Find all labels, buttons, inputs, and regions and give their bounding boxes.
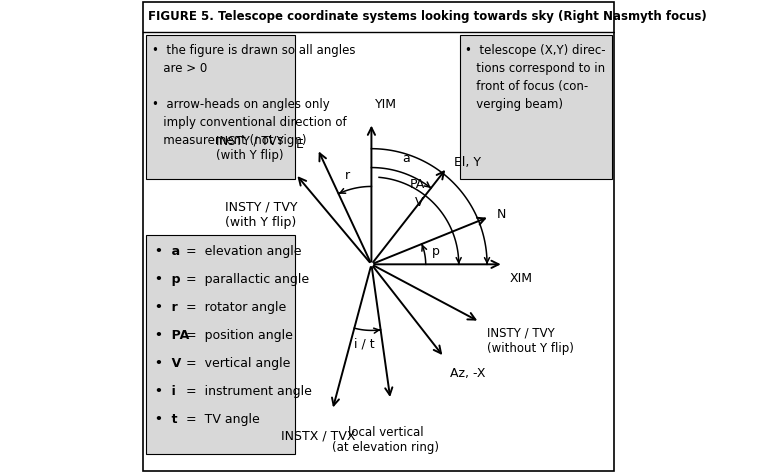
- Text: El, Y: El, Y: [454, 156, 481, 169]
- Text: •  V: • V: [154, 356, 181, 370]
- Text: FIGURE 5. Telescope coordinate systems looking towards sky (Right Nasmyth focus): FIGURE 5. Telescope coordinate systems l…: [148, 9, 707, 23]
- Bar: [146, 35, 295, 179]
- Text: =  instrument angle: = instrument angle: [186, 385, 313, 397]
- Text: XIM: XIM: [509, 272, 532, 285]
- Text: •  i: • i: [154, 385, 176, 397]
- Text: a: a: [402, 152, 410, 165]
- Text: =  position angle: = position angle: [186, 329, 293, 342]
- Text: r: r: [345, 169, 350, 182]
- Text: i / t: i / t: [354, 338, 375, 351]
- Text: •  r: • r: [154, 301, 178, 313]
- Text: =  vertical angle: = vertical angle: [186, 356, 291, 370]
- Bar: [146, 235, 295, 454]
- Text: =  elevation angle: = elevation angle: [186, 244, 302, 258]
- Text: local vertical
(at elevation ring): local vertical (at elevation ring): [332, 426, 439, 454]
- Text: •  telescope (X,Y) direc-
   tions correspond to in
   front of focus (con-
   v: • telescope (X,Y) direc- tions correspon…: [466, 44, 606, 111]
- Text: INSTX / TVX: INSTX / TVX: [281, 429, 356, 442]
- Text: INSTY / TVY
(with Y flip): INSTY / TVY (with Y flip): [216, 134, 284, 162]
- Text: V: V: [415, 196, 424, 210]
- Text: •  PA: • PA: [154, 329, 189, 342]
- Text: INSTY / TVY
(with Y flip): INSTY / TVY (with Y flip): [225, 201, 298, 228]
- Text: p: p: [432, 245, 441, 258]
- Bar: [459, 35, 612, 179]
- Text: •  the figure is drawn so all angles
   are > 0

•  arrow-heads on angles only
 : • the figure is drawn so all angles are …: [152, 44, 356, 147]
- Text: •  a: • a: [154, 244, 180, 258]
- Text: =  TV angle: = TV angle: [186, 413, 260, 425]
- Text: •  t: • t: [154, 413, 177, 425]
- Text: PA: PA: [410, 178, 425, 191]
- Text: E: E: [295, 138, 304, 151]
- Text: INSTY / TVY
(without Y flip): INSTY / TVY (without Y flip): [487, 327, 574, 354]
- Text: =  parallactic angle: = parallactic angle: [186, 273, 310, 286]
- Text: •  p: • p: [154, 273, 180, 286]
- Text: =  rotator angle: = rotator angle: [186, 301, 287, 313]
- Text: YIM: YIM: [375, 98, 397, 111]
- Text: N: N: [497, 208, 506, 221]
- Text: Az, -X: Az, -X: [450, 367, 485, 380]
